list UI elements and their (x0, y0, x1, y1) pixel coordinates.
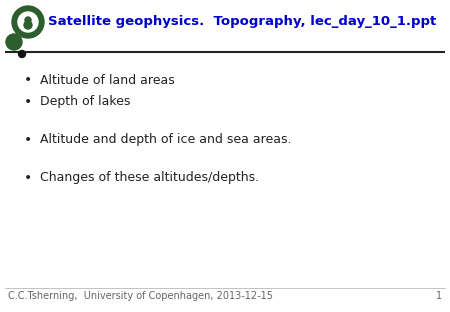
Text: Altitude and depth of ice and sea areas.: Altitude and depth of ice and sea areas. (40, 134, 292, 147)
Text: C.C.Tsherning,  University of Copenhagen, 2013-12-15: C.C.Tsherning, University of Copenhagen,… (8, 291, 273, 301)
Text: 1: 1 (436, 291, 442, 301)
Text: •: • (24, 133, 32, 147)
Text: •: • (24, 95, 32, 109)
Text: Changes of these altitudes/depths.: Changes of these altitudes/depths. (40, 172, 259, 184)
Circle shape (25, 17, 31, 23)
Text: Satellite geophysics.  Topography, lec_day_10_1.ppt: Satellite geophysics. Topography, lec_da… (48, 16, 436, 28)
Circle shape (18, 12, 38, 32)
Circle shape (6, 34, 22, 50)
Text: •: • (24, 171, 32, 185)
Circle shape (12, 6, 44, 38)
Circle shape (18, 51, 26, 57)
Text: Depth of lakes: Depth of lakes (40, 95, 130, 109)
Text: •: • (24, 73, 32, 87)
Circle shape (24, 21, 32, 29)
Text: Altitude of land areas: Altitude of land areas (40, 74, 175, 86)
